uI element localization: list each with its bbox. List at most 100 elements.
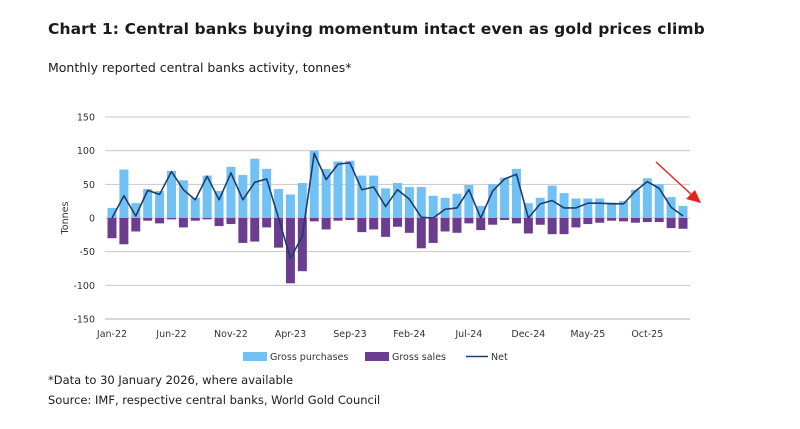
x-tick-label: May-25: [570, 329, 605, 340]
bar-gross-sales: [654, 218, 664, 223]
legend-swatch-purchases: [243, 352, 267, 361]
bar-gross-sales: [678, 218, 688, 229]
bar-gross-purchases: [476, 205, 486, 218]
bar-gross-sales: [523, 218, 533, 234]
y-tick-label: -100: [73, 281, 95, 292]
bar-gross-purchases: [511, 168, 521, 218]
x-tick-label: Nov-22: [214, 329, 248, 340]
bar-gross-purchases: [178, 180, 188, 218]
bar-gross-purchases: [547, 185, 557, 218]
bar-gross-sales: [119, 218, 129, 245]
bar-gross-purchases: [166, 170, 176, 218]
bar-gross-sales: [274, 218, 284, 248]
bar-gross-purchases: [452, 193, 462, 218]
bar-gross-sales: [666, 218, 676, 229]
legend-label-purchases: Gross purchases: [270, 352, 348, 363]
bar-gross-sales: [619, 218, 629, 222]
bar-gross-purchases: [464, 185, 474, 218]
bar-gross-purchases: [428, 195, 438, 218]
x-tick-label: Jul-24: [454, 329, 482, 340]
bar-gross-sales: [143, 218, 153, 221]
bar-gross-sales: [285, 218, 295, 284]
bar-gross-sales: [559, 218, 569, 235]
bar-gross-purchases: [619, 201, 629, 218]
x-tick-label: Oct-25: [631, 329, 663, 340]
x-tick-label: Apr-23: [275, 329, 306, 340]
bar-gross-sales: [238, 218, 248, 243]
source-note: Source: IMF, respective central banks, W…: [48, 393, 381, 407]
x-tick-label: Dec-24: [511, 329, 545, 340]
bar-gross-purchases: [238, 174, 248, 218]
bar-gross-purchases: [583, 198, 593, 218]
bar-gross-purchases: [404, 187, 414, 218]
bar-gross-sales: [381, 218, 391, 237]
chart-subtitle: Monthly reported central banks activity,…: [48, 60, 352, 75]
bar-gross-sales: [642, 218, 652, 223]
bar-gross-sales: [583, 218, 593, 225]
bar-gross-purchases: [535, 197, 545, 218]
bar-gross-purchases: [381, 188, 391, 218]
bar-gross-purchases: [416, 187, 426, 218]
bar-gross-sales: [178, 218, 188, 228]
bar-gross-purchases: [678, 205, 688, 218]
bar-gross-purchases: [262, 168, 272, 218]
bar-gross-sales: [297, 218, 307, 272]
bar-gross-sales: [226, 218, 236, 225]
bar-gross-purchases: [393, 182, 402, 218]
bar-gross-sales: [535, 218, 545, 225]
x-tick-label: Jun-22: [155, 329, 186, 340]
y-tick-label: 0: [89, 214, 95, 225]
bar-gross-purchases: [357, 175, 367, 218]
y-tick-label: 150: [77, 113, 95, 124]
bar-gross-purchases: [523, 203, 533, 218]
bar-gross-sales: [131, 218, 141, 232]
bar-gross-sales: [357, 218, 367, 233]
bar-gross-sales: [416, 218, 426, 249]
bar-gross-purchases: [143, 189, 153, 218]
bar-gross-sales: [404, 218, 414, 233]
bar-gross-sales: [488, 218, 498, 225]
bar-gross-purchases: [297, 182, 307, 218]
bar-gross-sales: [571, 218, 581, 228]
bar-gross-sales: [214, 218, 224, 227]
bar-gross-purchases: [321, 168, 331, 218]
bar-gross-purchases: [595, 198, 605, 218]
bar-gross-sales: [190, 218, 200, 221]
bar-gross-purchases: [285, 194, 295, 218]
bar-gross-purchases: [607, 202, 617, 218]
bar-gross-purchases: [214, 191, 224, 218]
line-net: [111, 152, 684, 260]
footnote: *Data to 30 January 2026, where availabl…: [48, 373, 294, 387]
bar-gross-sales: [607, 218, 617, 221]
bar-gross-purchases: [119, 169, 129, 218]
y-tick-label: 50: [83, 180, 95, 191]
bar-gross-purchases: [107, 207, 117, 218]
bar-gross-purchases: [131, 203, 141, 218]
bar-gross-purchases: [654, 184, 664, 218]
legend-swatch-sales: [365, 352, 389, 361]
bar-gross-purchases: [369, 175, 379, 218]
x-tick-label: Sep-23: [333, 329, 366, 340]
chart-title: Chart 1: Central banks buying momentum i…: [48, 20, 705, 38]
bar-gross-sales: [309, 218, 319, 222]
bar-gross-purchases: [333, 161, 343, 218]
bar-gross-purchases: [500, 177, 510, 218]
y-axis-label: Tonnes: [60, 202, 71, 236]
bar-gross-purchases: [202, 175, 212, 218]
bar-gross-sales: [428, 218, 438, 243]
bar-gross-purchases: [440, 197, 450, 218]
bar-gross-purchases: [226, 166, 236, 218]
legend-label-sales: Gross sales: [392, 352, 446, 363]
bar-gross-purchases: [155, 191, 165, 218]
bar-gross-sales: [345, 218, 355, 221]
x-tick-label: Feb-24: [393, 329, 425, 340]
bar-gross-sales: [630, 218, 640, 223]
bar-gross-sales: [202, 218, 212, 220]
y-tick-label: -150: [73, 315, 95, 326]
bar-gross-sales: [440, 218, 450, 232]
bar-gross-purchases: [274, 189, 284, 218]
bar-gross-purchases: [488, 184, 498, 218]
legend-label-net: Net: [491, 352, 508, 363]
bar-gross-sales: [547, 218, 557, 235]
annotation-arrow-line: [655, 161, 694, 197]
